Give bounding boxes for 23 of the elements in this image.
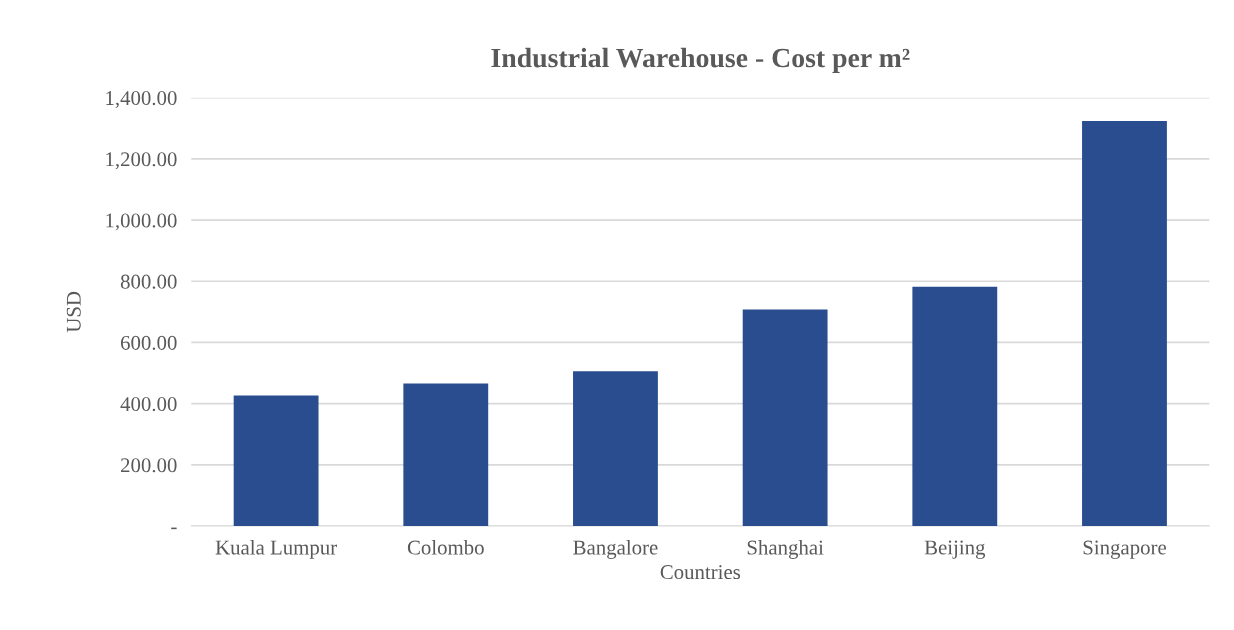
y-tick-label: 1,200.00 <box>106 152 177 170</box>
y-axis-title: USD <box>66 291 81 333</box>
chart-title: Industrial Warehouse - Cost per m² <box>491 47 910 74</box>
bar <box>403 383 489 527</box>
y-tick-label: 400.00 <box>120 397 177 412</box>
bar <box>912 286 998 527</box>
y-tick-label: 1,000.00 <box>106 213 177 231</box>
x-tick-label: Beijing <box>924 540 986 559</box>
bar <box>742 309 828 527</box>
bar <box>573 371 658 527</box>
x-tick-label: Shanghai <box>747 539 824 559</box>
x-tick-label: Colombo <box>407 539 484 555</box>
x-tick-label: Kuala Lumpur <box>215 539 337 559</box>
x-tick-label: Singapore <box>1083 540 1166 559</box>
y-tick-label: 800.00 <box>120 274 177 289</box>
x-axis-title: Countries <box>660 565 741 580</box>
y-tick-label: 600.00 <box>120 335 177 350</box>
bar <box>1082 120 1167 527</box>
bar <box>233 395 319 527</box>
y-tick-label: 200.00 <box>121 458 177 473</box>
y-tick-label: - <box>171 527 177 530</box>
y-tick-label: 1,400.00 <box>106 91 177 109</box>
x-tick-label: Bangalore <box>573 539 658 559</box>
